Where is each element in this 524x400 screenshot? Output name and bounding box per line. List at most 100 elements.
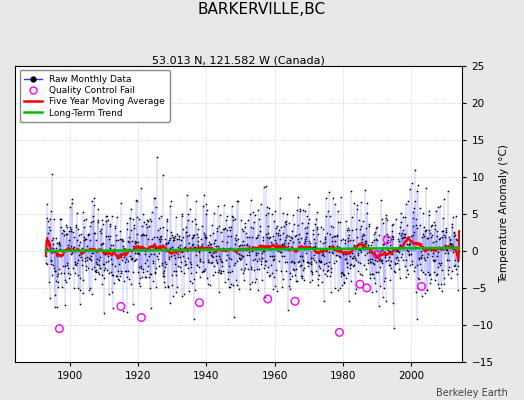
Point: [428, 232, 436, 238]
Point: [90, 202, 98, 208]
Point: [383, 217, 391, 224]
Point: [376, 283, 384, 290]
Point: [184, 264, 192, 271]
Point: [43, 241, 52, 248]
Point: [175, 233, 183, 239]
Point: [277, 268, 285, 274]
Point: [363, 210, 372, 216]
Point: [162, 248, 170, 254]
Point: [212, 257, 221, 263]
Point: [356, 226, 364, 232]
Point: [352, 286, 360, 292]
Point: [210, 210, 218, 217]
Point: [133, 197, 141, 204]
Point: [230, 262, 238, 268]
Point: [324, 207, 332, 214]
Point: [116, 200, 125, 206]
Point: [303, 259, 312, 266]
Point: [107, 242, 115, 248]
Point: [248, 279, 256, 286]
Point: [443, 247, 452, 253]
Point: [92, 237, 101, 243]
Point: [350, 199, 358, 206]
Point: [338, 282, 346, 288]
Point: [301, 238, 310, 244]
Point: [350, 262, 358, 268]
Point: [431, 277, 439, 284]
Point: [64, 275, 73, 281]
Point: [361, 252, 369, 259]
Point: [217, 259, 226, 265]
Point: [388, 251, 396, 257]
Point: [121, 252, 129, 258]
Point: [434, 204, 442, 210]
Point: [50, 264, 59, 271]
Point: [313, 230, 322, 237]
Point: [235, 250, 244, 257]
Point: [340, 279, 348, 285]
Point: [124, 268, 132, 274]
Point: [44, 218, 52, 224]
Point: [299, 267, 307, 273]
Point: [413, 224, 421, 231]
Point: [339, 271, 347, 278]
Point: [263, 204, 271, 210]
Point: [231, 260, 239, 266]
Point: [342, 275, 350, 281]
Point: [106, 221, 114, 227]
Point: [211, 249, 220, 256]
Point: [438, 288, 446, 295]
Point: [276, 195, 285, 202]
Point: [88, 250, 96, 256]
Point: [257, 261, 266, 268]
Point: [114, 253, 123, 260]
Point: [279, 230, 288, 236]
Point: [315, 257, 323, 264]
Point: [169, 237, 177, 244]
Point: [383, 238, 391, 245]
Point: [446, 242, 455, 249]
Point: [137, 274, 146, 281]
Point: [343, 238, 352, 244]
Point: [279, 210, 287, 216]
Point: [331, 233, 340, 239]
Point: [154, 226, 162, 233]
Point: [327, 288, 335, 295]
Point: [62, 222, 70, 228]
Point: [440, 281, 448, 287]
Point: [123, 274, 131, 281]
Point: [286, 236, 294, 243]
Point: [227, 212, 236, 219]
Point: [362, 225, 370, 231]
Point: [440, 196, 449, 202]
Point: [379, 284, 388, 291]
Point: [66, 204, 74, 211]
Point: [420, 255, 428, 261]
Point: [75, 286, 84, 293]
Point: [209, 272, 217, 278]
Point: [328, 234, 336, 240]
Point: [102, 233, 110, 239]
Point: [228, 282, 237, 288]
Point: [181, 262, 190, 268]
Point: [256, 223, 265, 230]
Point: [184, 288, 193, 294]
Point: [337, 237, 345, 244]
Point: [159, 270, 167, 276]
Point: [108, 304, 117, 311]
Point: [148, 236, 156, 242]
Point: [228, 267, 236, 274]
Point: [372, 288, 380, 294]
Point: [86, 222, 95, 229]
Point: [180, 269, 188, 276]
Point: [195, 249, 203, 255]
Point: [127, 256, 136, 262]
Point: [224, 268, 232, 275]
Point: [105, 290, 113, 297]
Point: [293, 206, 301, 213]
Point: [189, 234, 197, 240]
Point: [103, 213, 111, 220]
Point: [234, 246, 242, 252]
Point: [79, 276, 87, 283]
Point: [181, 229, 190, 235]
